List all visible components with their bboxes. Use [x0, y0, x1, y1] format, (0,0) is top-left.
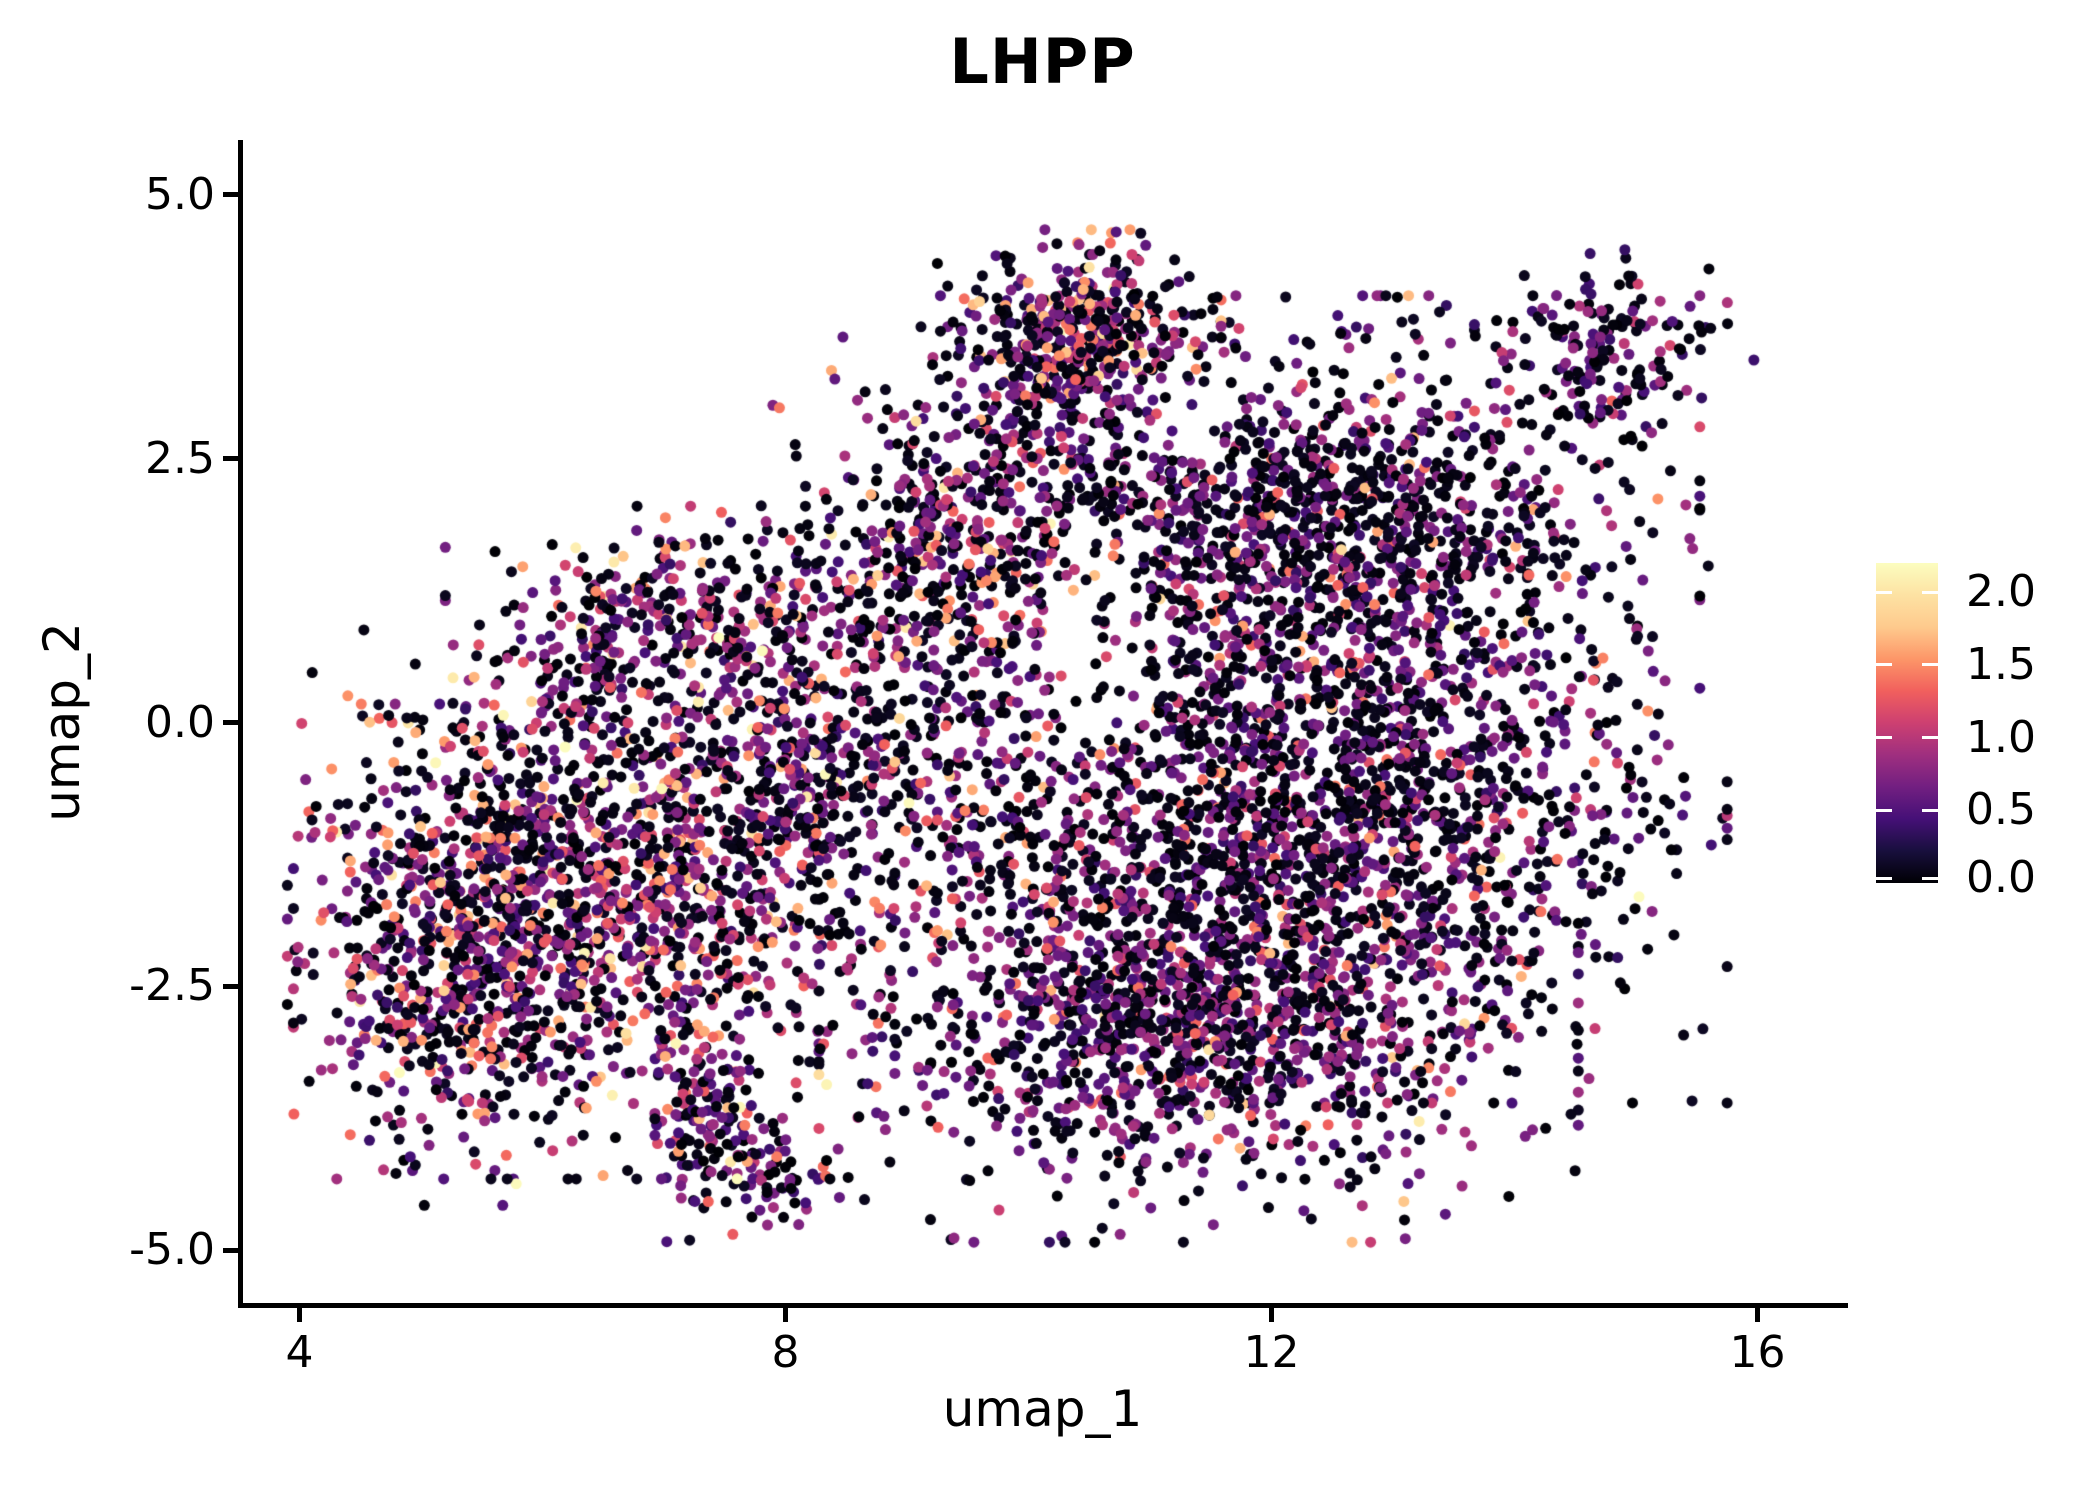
y-tick-label: -5.0: [129, 1224, 215, 1276]
colorbar-tick-label: 1.0: [1966, 711, 2036, 763]
colorbar-tick-mark: [1922, 736, 1938, 740]
colorbar-tick-mark: [1922, 663, 1938, 667]
x-tick-label: 16: [1729, 1327, 1786, 1378]
x-tick-label: 8: [771, 1327, 800, 1378]
y-tick-mark: [223, 456, 238, 462]
x-axis-label: umap_1: [942, 1380, 1143, 1438]
colorbar-tick-mark: [1876, 663, 1892, 667]
y-tick-label: -2.5: [129, 960, 215, 1012]
colorbar-tick-mark: [1876, 808, 1892, 812]
x-tick-mark: [297, 1307, 303, 1322]
colorbar-tick-mark: [1876, 590, 1892, 594]
x-tick-mark: [783, 1307, 789, 1322]
x-tick-mark: [1269, 1307, 1275, 1322]
y-axis-label: umap_2: [33, 622, 91, 822]
colorbar-tick-mark: [1922, 590, 1938, 594]
y-tick-label: 5.0: [145, 168, 215, 220]
colorbar-tick-label: 0.0: [1966, 852, 2036, 903]
colorbar-tick-mark: [1922, 808, 1938, 812]
colorbar-tick-mark: [1876, 876, 1892, 880]
x-axis-line: [238, 1303, 1848, 1308]
colorbar-tick-label: 2.0: [1966, 566, 2036, 618]
x-tick-mark: [1755, 1307, 1761, 1322]
x-tick-label: 4: [285, 1327, 314, 1378]
y-tick-mark: [223, 192, 238, 198]
y-tick-mark: [223, 983, 238, 989]
y-axis-line: [238, 140, 243, 1307]
y-tick-mark: [223, 1247, 238, 1253]
colorbar-tick-mark: [1876, 736, 1892, 740]
colorbar-tick-label: 1.5: [1966, 638, 2036, 690]
colorbar-tick-label: 0.5: [1966, 784, 2036, 836]
colorbar-gradient: [1876, 563, 1938, 883]
colorbar-tick-mark: [1922, 876, 1938, 880]
y-tick-mark: [223, 720, 238, 725]
x-tick-label: 12: [1243, 1327, 1300, 1378]
y-tick-label: 2.5: [145, 432, 215, 484]
y-tick-label: 0.0: [145, 696, 215, 748]
